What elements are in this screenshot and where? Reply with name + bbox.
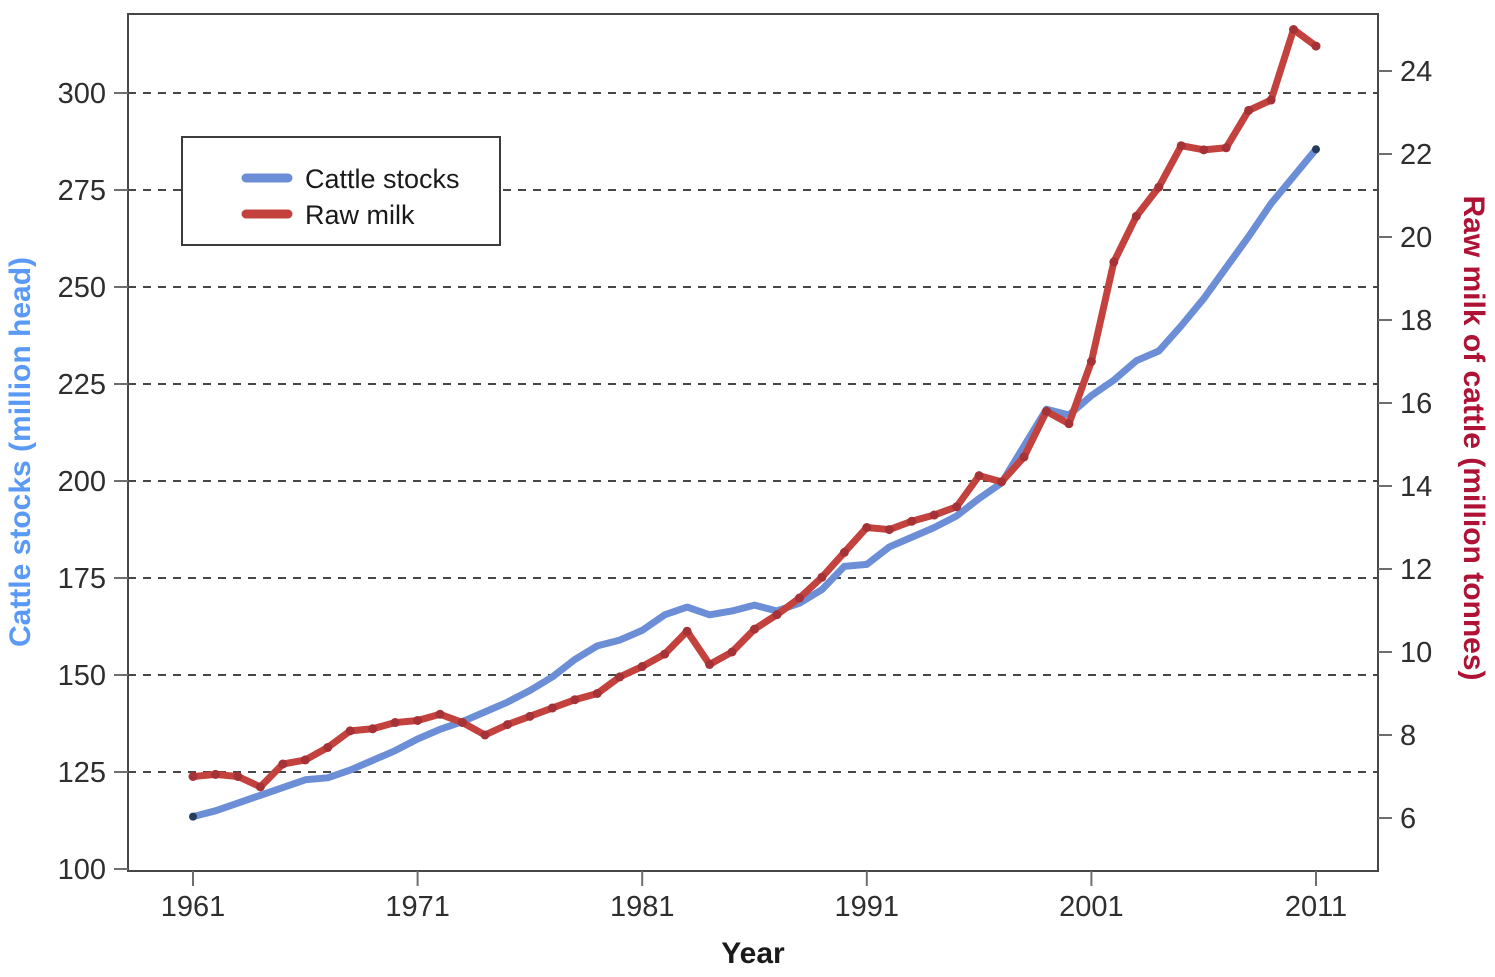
data-point [1199, 145, 1209, 155]
data-point [682, 626, 692, 636]
legend-label-raw-milk: Raw milk [305, 200, 415, 230]
data-point [974, 471, 984, 481]
x-tick-label-2001: 2001 [1059, 891, 1124, 923]
data-point [862, 523, 872, 532]
right-tick-label-16: 16 [1400, 388, 1432, 420]
data-point [705, 659, 715, 669]
data-point [1041, 406, 1051, 416]
data-point [750, 624, 759, 634]
data-point-endpoint [1312, 145, 1320, 154]
left-tick-label-275: 275 [58, 175, 106, 207]
data-point [817, 572, 827, 582]
data-point [300, 755, 310, 765]
data-point [210, 769, 220, 779]
right-tick-label-12: 12 [1400, 554, 1432, 586]
data-point [502, 720, 512, 730]
data-point [660, 649, 670, 659]
left-tick-label-100: 100 [58, 854, 106, 886]
legend: Cattle stocks Raw milk [181, 136, 501, 246]
left-tick-label-125: 125 [58, 757, 106, 789]
right-tick-label-10: 10 [1400, 637, 1432, 669]
legend-box [181, 136, 501, 246]
data-point [525, 711, 535, 721]
data-point [345, 726, 355, 736]
data-point [1266, 95, 1276, 105]
data-point [390, 718, 400, 728]
data-point [1019, 452, 1029, 462]
x-tick-label-1981: 1981 [610, 891, 675, 923]
data-point [1131, 211, 1141, 221]
data-point [278, 759, 288, 769]
data-point [727, 647, 737, 657]
x-tick-label-1971: 1971 [385, 891, 450, 923]
data-point [1086, 357, 1096, 366]
left-axis-title: Cattle stocks (million head) [4, 257, 37, 647]
right-tick-label-22: 22 [1400, 139, 1432, 171]
left-tick-label-225: 225 [58, 369, 106, 401]
left-tick-label-175: 175 [58, 563, 106, 595]
data-point [1176, 141, 1186, 151]
data-point [637, 662, 647, 672]
series-line-cattle-stocks [189, 145, 1320, 821]
data-point [907, 516, 917, 526]
right-tick-label-8: 8 [1400, 720, 1416, 752]
data-point [458, 718, 468, 728]
data-point [772, 610, 782, 620]
data-point [615, 672, 625, 682]
data-point [570, 695, 580, 705]
right-tick-label-6: 6 [1400, 803, 1416, 835]
data-point [1289, 25, 1299, 34]
right-tick-label-18: 18 [1400, 305, 1432, 337]
x-tick-label-2011: 2011 [1285, 891, 1347, 923]
left-tick-label-200: 200 [58, 466, 106, 498]
data-point [1064, 419, 1074, 429]
data-point [929, 510, 939, 520]
data-point [592, 689, 602, 698]
left-tick-label-300: 300 [58, 78, 106, 110]
plot-layer: 100 125 150 175 200 225 250 275 300 6 8 10 12 14 16 18 2… [58, 13, 1432, 923]
data-point [997, 477, 1007, 487]
left-tick-label-250: 250 [58, 272, 106, 304]
data-point [1244, 105, 1254, 115]
data-point [435, 709, 445, 719]
right-axis-title: Raw milk of cattle (million tonnes) [1457, 195, 1490, 680]
data-point [794, 593, 804, 603]
data-point [188, 772, 198, 781]
data-point-endpoint [189, 812, 197, 821]
data-point [368, 724, 378, 734]
right-tick-label-20: 20 [1400, 222, 1432, 254]
data-point [547, 703, 557, 713]
data-point [255, 782, 265, 792]
right-tick-label-14: 14 [1400, 471, 1432, 503]
left-tick-label-150: 150 [58, 660, 106, 692]
data-point [1221, 143, 1231, 153]
data-point [1311, 41, 1321, 51]
legend-label-cattle-stocks: Cattle stocks [305, 164, 460, 194]
data-point [233, 772, 243, 781]
data-point [952, 502, 962, 512]
x-tick-label-1991: 1991 [835, 891, 900, 923]
data-point [413, 715, 423, 725]
data-point [1109, 257, 1119, 267]
data-point [1154, 182, 1164, 192]
x-axis-title: Year [721, 937, 785, 970]
data-point [323, 742, 333, 752]
x-tick-label-1961: 1961 [161, 891, 226, 923]
plot-frame [127, 13, 1379, 872]
data-point [884, 525, 894, 535]
data-point [839, 547, 849, 557]
right-tick-label-24: 24 [1400, 56, 1432, 88]
data-point [480, 730, 490, 740]
